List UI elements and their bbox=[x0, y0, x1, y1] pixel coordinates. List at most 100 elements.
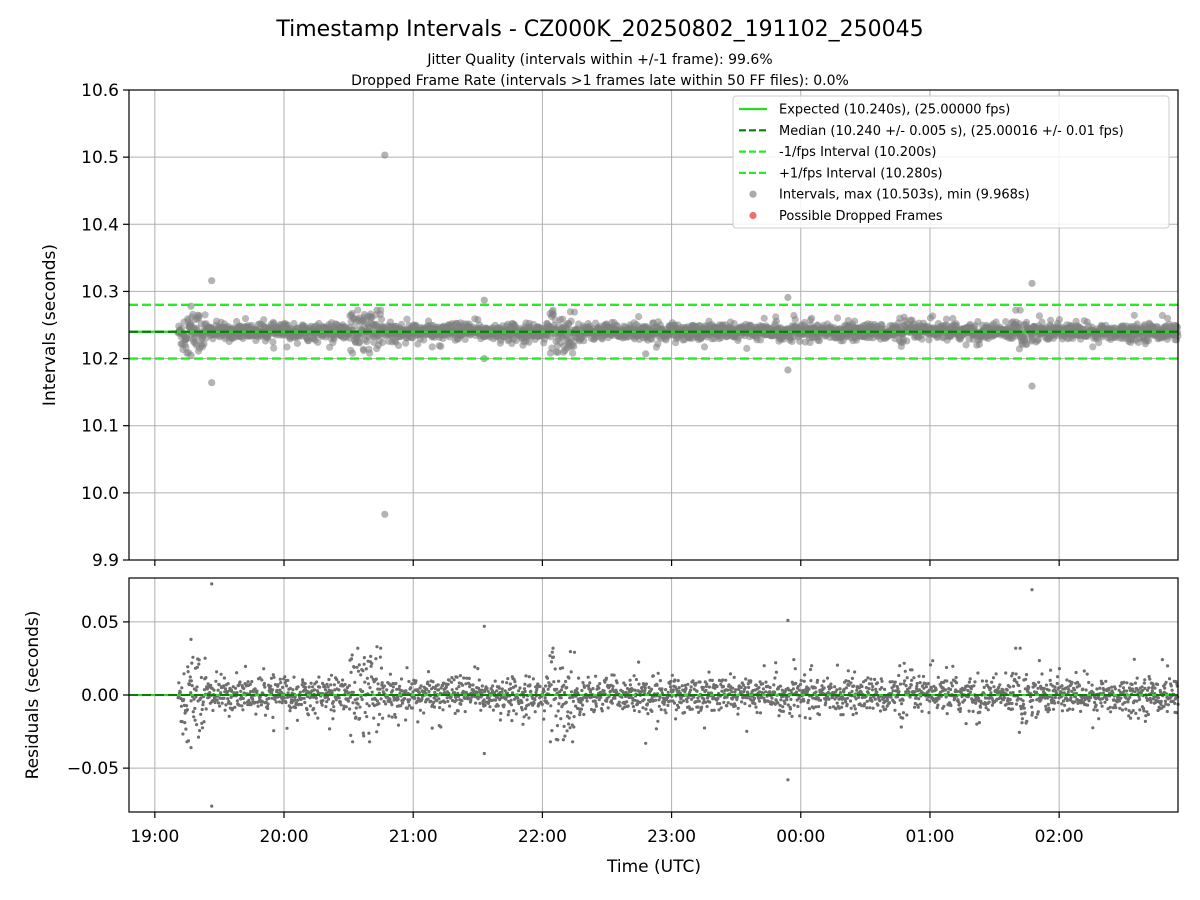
residual-point bbox=[420, 697, 424, 701]
residual-point bbox=[766, 699, 770, 704]
residual-point bbox=[516, 696, 520, 700]
residual-point bbox=[788, 707, 793, 711]
residual-point bbox=[548, 654, 552, 658]
residual-point bbox=[335, 677, 339, 682]
residual-point bbox=[493, 679, 497, 683]
residual-point bbox=[200, 707, 204, 712]
interval-point bbox=[397, 320, 406, 328]
residual-point bbox=[803, 673, 807, 677]
residual-point bbox=[707, 670, 711, 674]
residual-point bbox=[215, 698, 219, 702]
residual-point bbox=[637, 682, 641, 686]
residual-point bbox=[556, 738, 560, 742]
residual-point bbox=[944, 665, 949, 670]
y-tick-label: 10.5 bbox=[81, 148, 119, 168]
residual-point bbox=[500, 687, 504, 691]
residual-point bbox=[655, 683, 659, 687]
residual-point bbox=[554, 696, 558, 700]
residual-point bbox=[361, 669, 365, 673]
residual-point bbox=[571, 699, 576, 704]
residual-point bbox=[672, 701, 677, 705]
residual-point bbox=[857, 695, 861, 700]
residual-point bbox=[716, 696, 720, 701]
residual-point bbox=[307, 685, 311, 689]
interval-point bbox=[851, 317, 859, 325]
residual-point bbox=[610, 701, 614, 705]
residual-point bbox=[427, 689, 431, 694]
residual-point bbox=[910, 678, 914, 683]
residual-point bbox=[185, 704, 189, 708]
residual-point bbox=[572, 650, 577, 654]
residual-point bbox=[367, 731, 371, 735]
residual-point bbox=[199, 712, 203, 716]
residual-point bbox=[369, 654, 373, 659]
residual-point bbox=[274, 700, 278, 704]
residual-point bbox=[757, 685, 761, 690]
residual-point bbox=[233, 705, 237, 709]
residual-point bbox=[568, 726, 572, 730]
residual-point bbox=[342, 707, 346, 711]
residual-point bbox=[195, 665, 199, 669]
residual-point bbox=[412, 696, 417, 701]
residual-point bbox=[982, 685, 986, 690]
residual-point bbox=[374, 657, 378, 661]
residual-point bbox=[495, 689, 499, 693]
residual-point bbox=[405, 706, 409, 711]
interval-point bbox=[403, 315, 411, 323]
residual-point bbox=[561, 738, 566, 742]
residual-point bbox=[623, 683, 627, 687]
residual-point bbox=[433, 690, 437, 695]
residual-point bbox=[892, 683, 896, 687]
residual-point bbox=[331, 700, 335, 704]
residual-point bbox=[883, 687, 887, 692]
interval-point bbox=[461, 335, 469, 343]
residual-point bbox=[770, 696, 774, 700]
residual-point bbox=[559, 696, 563, 700]
residual-point bbox=[829, 685, 833, 690]
interval-point bbox=[700, 343, 709, 351]
residual-point bbox=[967, 680, 972, 684]
residual-point bbox=[338, 700, 342, 704]
residual-point bbox=[846, 669, 850, 673]
interval-point bbox=[833, 314, 842, 322]
residual-point bbox=[331, 717, 335, 721]
residual-point bbox=[344, 705, 348, 709]
residual-point bbox=[852, 684, 856, 688]
residual-point bbox=[757, 699, 762, 703]
residual-point bbox=[201, 700, 205, 704]
residual-point bbox=[705, 682, 709, 686]
residual-point bbox=[549, 704, 553, 708]
residual-point bbox=[302, 696, 306, 701]
residual-point bbox=[878, 709, 883, 713]
residual-point bbox=[303, 682, 307, 686]
residual-point bbox=[907, 690, 911, 695]
residual-point bbox=[568, 650, 573, 654]
residual-point bbox=[674, 708, 679, 712]
residual-point bbox=[728, 672, 733, 676]
residual-point bbox=[793, 667, 797, 671]
residual-point bbox=[242, 701, 246, 705]
residual-point bbox=[632, 674, 636, 678]
residual-point bbox=[976, 671, 980, 675]
residual-point bbox=[482, 698, 486, 702]
residual-point bbox=[549, 660, 554, 664]
residual-point bbox=[873, 677, 877, 682]
residual-point bbox=[391, 689, 395, 693]
residual-point bbox=[254, 712, 258, 716]
residual-point bbox=[183, 721, 187, 725]
residual-point bbox=[347, 691, 351, 695]
residual-point bbox=[454, 695, 458, 699]
residual-point bbox=[292, 675, 296, 679]
residual-point bbox=[378, 712, 382, 717]
residual-point bbox=[917, 674, 921, 678]
residual-point bbox=[917, 697, 921, 701]
residual-point bbox=[731, 695, 735, 699]
residual-point bbox=[637, 710, 641, 714]
residual-point bbox=[327, 677, 331, 682]
residual-point bbox=[269, 684, 273, 688]
residual-point bbox=[569, 670, 573, 674]
residual-point bbox=[926, 682, 930, 686]
residual-point bbox=[936, 703, 940, 707]
residual-point bbox=[901, 716, 905, 720]
residual-point bbox=[948, 687, 953, 692]
